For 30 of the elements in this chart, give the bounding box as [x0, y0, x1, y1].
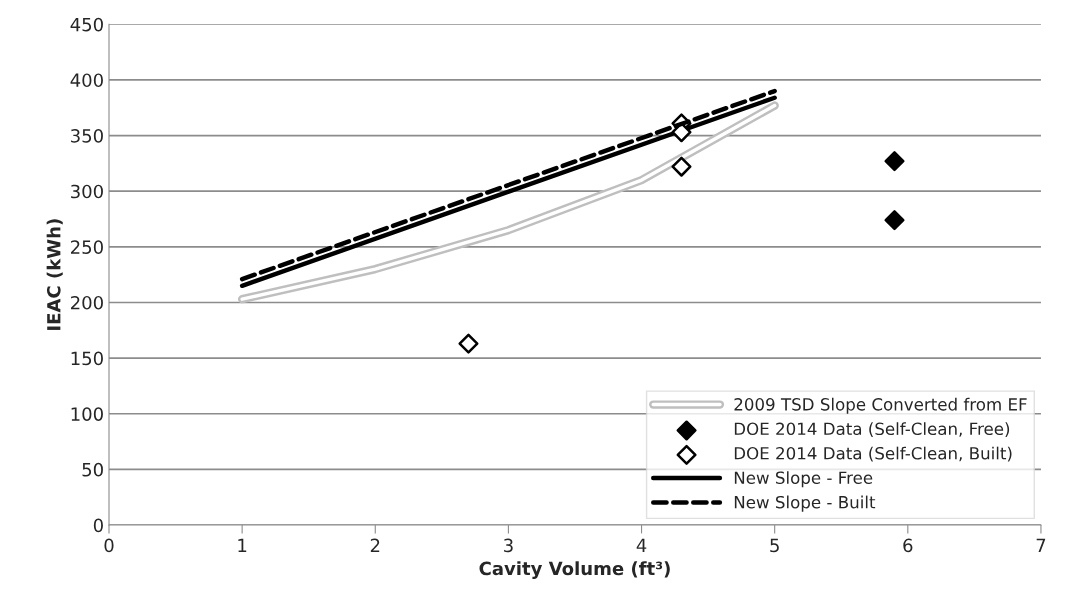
x-tick-label: 1: [238, 538, 247, 552]
x-tick-label: 5: [770, 538, 779, 553]
point: [884, 151, 905, 172]
y-tick-label: 250: [71, 240, 103, 254]
point: [458, 333, 479, 354]
legend-label: New Slope - Free: [734, 471, 873, 488]
y-tick-label: 50: [82, 462, 103, 477]
y-tick-label: 400: [70, 73, 103, 88]
y-axis-title: IEAC (kWh): [46, 219, 63, 330]
y-tick-label: 300: [71, 184, 103, 199]
y-tick-label: 450: [70, 17, 103, 32]
point: [884, 210, 905, 231]
point: [671, 156, 692, 177]
y-tick-label: 200: [71, 295, 103, 310]
legend-label: DOE 2014 Data (Self-Clean, Free): [734, 422, 1010, 438]
y-tick-label: 150: [71, 351, 103, 366]
legend-label: New Slope - Built: [734, 495, 876, 512]
x-tick-label: 7: [1036, 538, 1046, 552]
y-tick-label: 0: [93, 518, 103, 533]
x-tick-label: 0: [104, 538, 114, 553]
x-axis-title: Cavity Volume (ft³): [479, 561, 670, 579]
x-tick-label: 2: [370, 538, 380, 552]
legend-label: 2009 TSD Slope Converted from EF: [734, 397, 1027, 414]
x-tick-label: 6: [903, 538, 913, 553]
x-tick-label: 3: [504, 538, 513, 553]
y-tick-label: 100: [71, 407, 103, 421]
legend-label: DOE 2014 Data (Self-Clean, Built): [734, 446, 1012, 462]
x-tick-label: 4: [636, 538, 647, 552]
point: [671, 122, 692, 143]
y-tick-label: 350: [71, 129, 103, 143]
